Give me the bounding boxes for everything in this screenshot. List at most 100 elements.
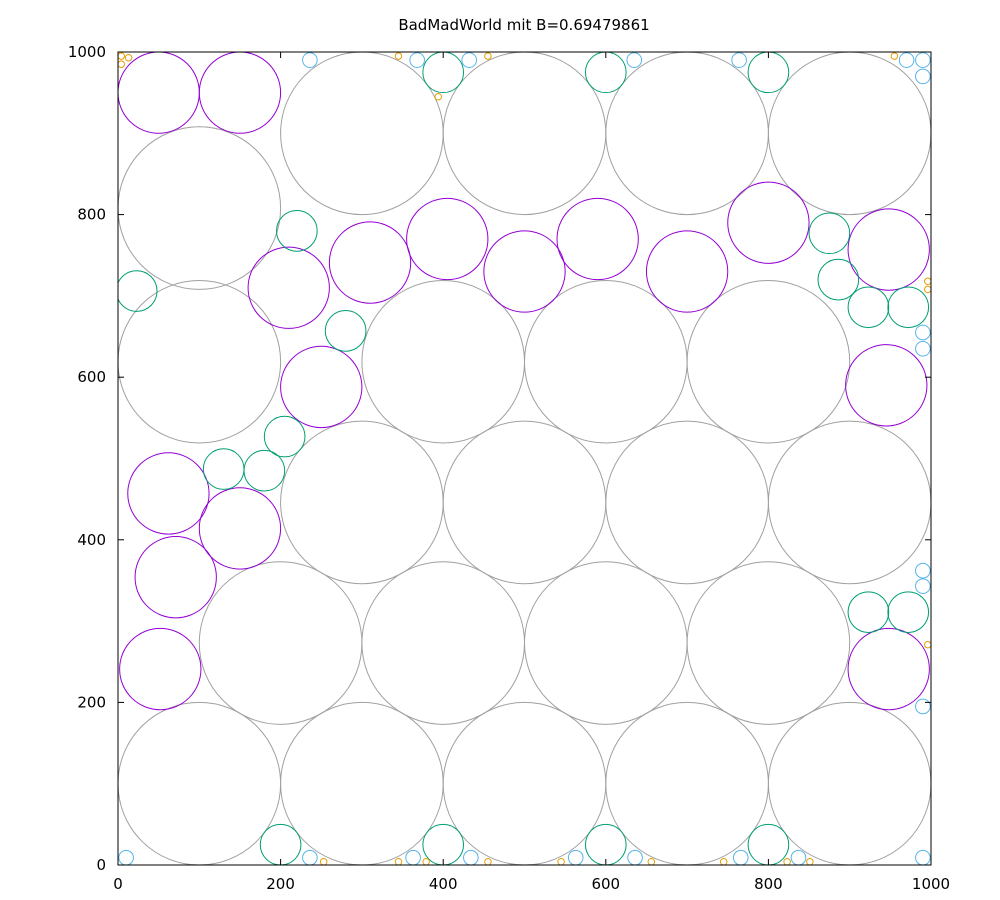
orange-circle [890,52,899,60]
gray-circle [280,420,444,585]
purple-circle [280,345,363,429]
axis-ticks [117,51,932,866]
chart-title: BadMadWorld mit B=0.69479861 [398,16,649,34]
cyan-circle [790,849,807,865]
gray-circle [118,126,282,290]
orange-circle [394,52,403,60]
purple-circle [127,452,210,535]
orange-circle [557,858,565,865]
purple-circle [247,246,330,329]
green-circle [817,258,860,301]
purple-circle [556,197,639,281]
y-tick-label: 400 [77,531,106,549]
orange-circle [484,52,492,60]
gray-circle [442,701,607,865]
cyan-circle [915,849,931,865]
circles-layer [118,52,931,865]
cyan-circle [567,849,584,865]
green-circle [584,52,627,94]
orange-circle [434,92,443,101]
purple-circle [198,487,282,570]
orange-circle [124,53,133,62]
cyan-circle [118,849,134,865]
purple-circle [847,627,930,711]
gray-circle [361,279,526,444]
gray-circle [280,701,444,865]
green-circle [887,286,930,329]
cyan-circle [915,324,931,341]
green-circle [847,286,890,329]
x-axis: 0 200 400 600 800 1000 [113,875,950,893]
green-circle [747,823,790,865]
cyan-circle [405,849,421,865]
cyan-circle [915,562,931,579]
green-circle [324,310,367,352]
gray-circle [767,52,931,216]
cyan-circle [732,849,749,865]
orange-circle [924,640,931,649]
gray-circle [767,420,931,585]
gray-circle [686,279,851,444]
green-circle [276,210,318,252]
cyan-circle [915,340,931,357]
purple-circle [134,536,217,619]
purple-circle [118,52,200,134]
orange-circle [924,277,931,286]
y-tick-label: 200 [77,693,106,711]
gray-circle [118,279,282,444]
cyan-circle [915,698,931,715]
purple-circle [328,221,412,304]
gray-circle [280,52,444,216]
orange-circle [394,858,403,865]
cyan-circle [731,52,747,68]
cyan-circle [915,52,931,68]
gray-circle [767,701,931,865]
green-circle [422,52,465,94]
purple-circle [847,208,930,291]
y-tick-label: 800 [77,206,106,224]
gray-circle [198,561,363,725]
orange-circle [484,858,492,865]
cyan-circle [461,52,478,68]
y-tick-label: 600 [77,368,106,386]
green-circle [243,449,286,492]
purple-circle [119,627,202,711]
cyan-circle [627,849,643,865]
green-circle [263,415,306,458]
cyan-circle [302,849,318,865]
gray-circle [524,279,688,444]
green-circle [118,270,158,312]
green-circle [887,591,930,633]
orange-circle [422,858,430,865]
x-tick-label: 0 [113,875,123,893]
orange-circle [719,858,728,865]
cyan-circle [626,52,643,68]
green-circle [747,52,790,94]
orange-circle [118,52,125,60]
gray-circle [686,561,851,725]
gray-circle [605,701,769,865]
green-circle [847,591,890,633]
orange-circle [118,60,125,68]
cyan-circle [302,52,318,68]
cyan-circle [898,52,915,68]
gray-circle [442,420,607,585]
y-tick-label: 1000 [68,43,106,61]
orange-circle [647,858,656,865]
gray-circle [118,701,282,865]
x-tick-label: 600 [591,875,620,893]
gray-circle [361,561,526,725]
cyan-circle [463,849,479,865]
purple-circle [727,181,810,264]
purple-circle [483,230,566,313]
cyan-circle [409,52,425,68]
purple-circle [198,52,282,134]
green-circle [259,823,302,865]
orange-circle [806,858,814,865]
gray-circle [442,52,607,216]
orange-circle [783,858,791,865]
purple-circle [406,197,489,281]
orange-circle [319,858,328,865]
x-tick-label: 800 [754,875,783,893]
cyan-circle [915,68,931,85]
